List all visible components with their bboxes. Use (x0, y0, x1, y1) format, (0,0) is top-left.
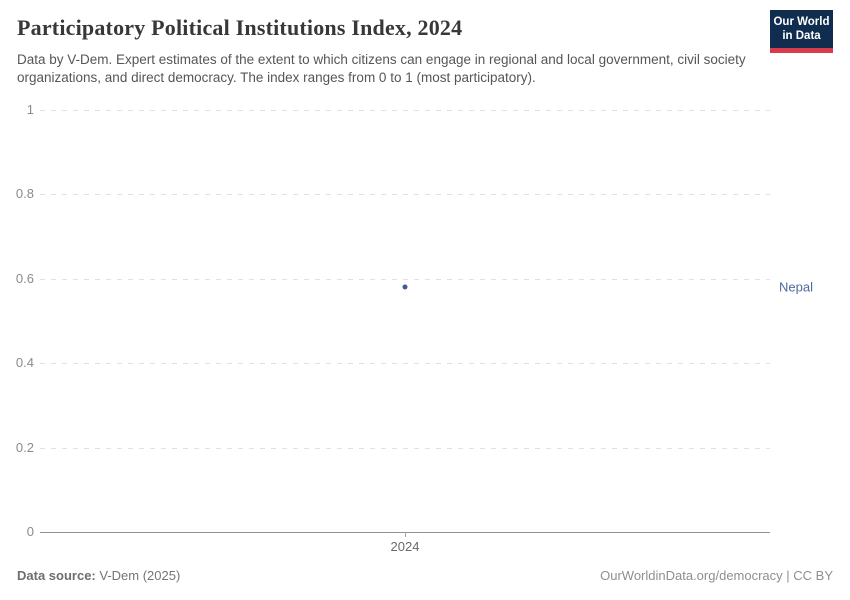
owid-logo-box: Our World in Data (770, 10, 833, 48)
chart-subtitle: Data by V-Dem. Expert estimates of the e… (17, 52, 746, 86)
y-axis-tick-label: 0.6 (15, 270, 34, 286)
data-point-nepal[interactable] (402, 284, 408, 290)
y-axis-tick-label: 0.8 (15, 186, 34, 202)
y-gridline (40, 194, 770, 196)
chart-footer: Data source: V-Dem (2025) OurWorldinData… (17, 568, 833, 583)
y-gridline (40, 363, 770, 365)
owid-logo-line1: Our World (773, 15, 830, 28)
data-source: Data source: V-Dem (2025) (17, 568, 180, 583)
y-axis-tick-label: 0.2 (15, 439, 34, 455)
entity-label-nepal[interactable]: Nepal (779, 279, 813, 295)
y-gridline (40, 110, 770, 111)
x-axis-tick-label: 2024 (390, 539, 420, 554)
plot-area (40, 110, 770, 533)
owid-logo[interactable]: Our World in Data (770, 10, 833, 53)
credit-link[interactable]: OurWorldinData.org/democracy | CC BY (600, 568, 833, 583)
y-axis-tick-label: 0 (26, 524, 34, 539)
data-source-label: Data source: (17, 568, 96, 583)
y-axis-tick-label: 1 (26, 102, 34, 117)
y-gridline (40, 278, 770, 280)
data-source-value: V-Dem (2025) (95, 568, 181, 583)
chart-title: Participatory Political Institutions Ind… (17, 15, 463, 40)
owid-logo-red-bar (770, 48, 833, 53)
x-axis-tick-mark (405, 532, 406, 537)
y-gridline (40, 447, 770, 449)
y-axis-tick-label: 0.4 (15, 355, 34, 371)
owid-logo-line2: in Data (782, 30, 821, 42)
